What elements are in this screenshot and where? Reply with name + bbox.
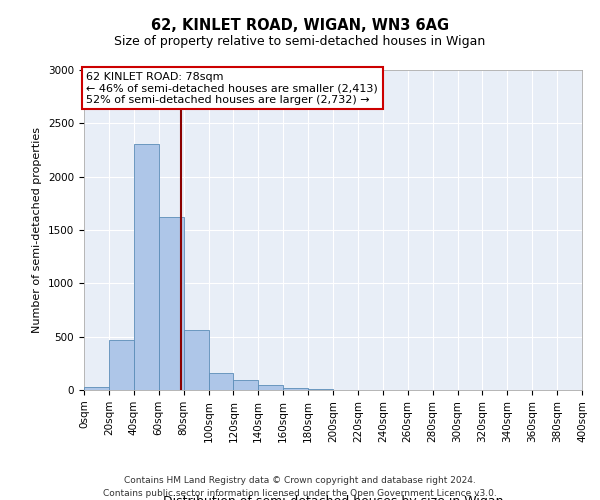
X-axis label: Distribution of semi-detached houses by size in Wigan: Distribution of semi-detached houses by … xyxy=(163,494,503,500)
Text: 62 KINLET ROAD: 78sqm
← 46% of semi-detached houses are smaller (2,413)
52% of s: 62 KINLET ROAD: 78sqm ← 46% of semi-deta… xyxy=(86,72,378,105)
Bar xyxy=(209,374,233,390)
Y-axis label: Number of semi-detached properties: Number of semi-detached properties xyxy=(32,127,43,333)
Bar xyxy=(233,380,259,390)
Text: 62, KINLET ROAD, WIGAN, WN3 6AG: 62, KINLET ROAD, WIGAN, WN3 6AG xyxy=(151,18,449,32)
Bar xyxy=(159,217,184,390)
Bar xyxy=(134,144,159,390)
Text: Contains HM Land Registry data © Crown copyright and database right 2024.
Contai: Contains HM Land Registry data © Crown c… xyxy=(103,476,497,498)
Bar xyxy=(109,340,134,390)
Bar xyxy=(259,384,283,390)
Bar xyxy=(84,387,109,390)
Bar xyxy=(184,330,209,390)
Bar xyxy=(283,388,308,390)
Text: Size of property relative to semi-detached houses in Wigan: Size of property relative to semi-detach… xyxy=(115,35,485,48)
